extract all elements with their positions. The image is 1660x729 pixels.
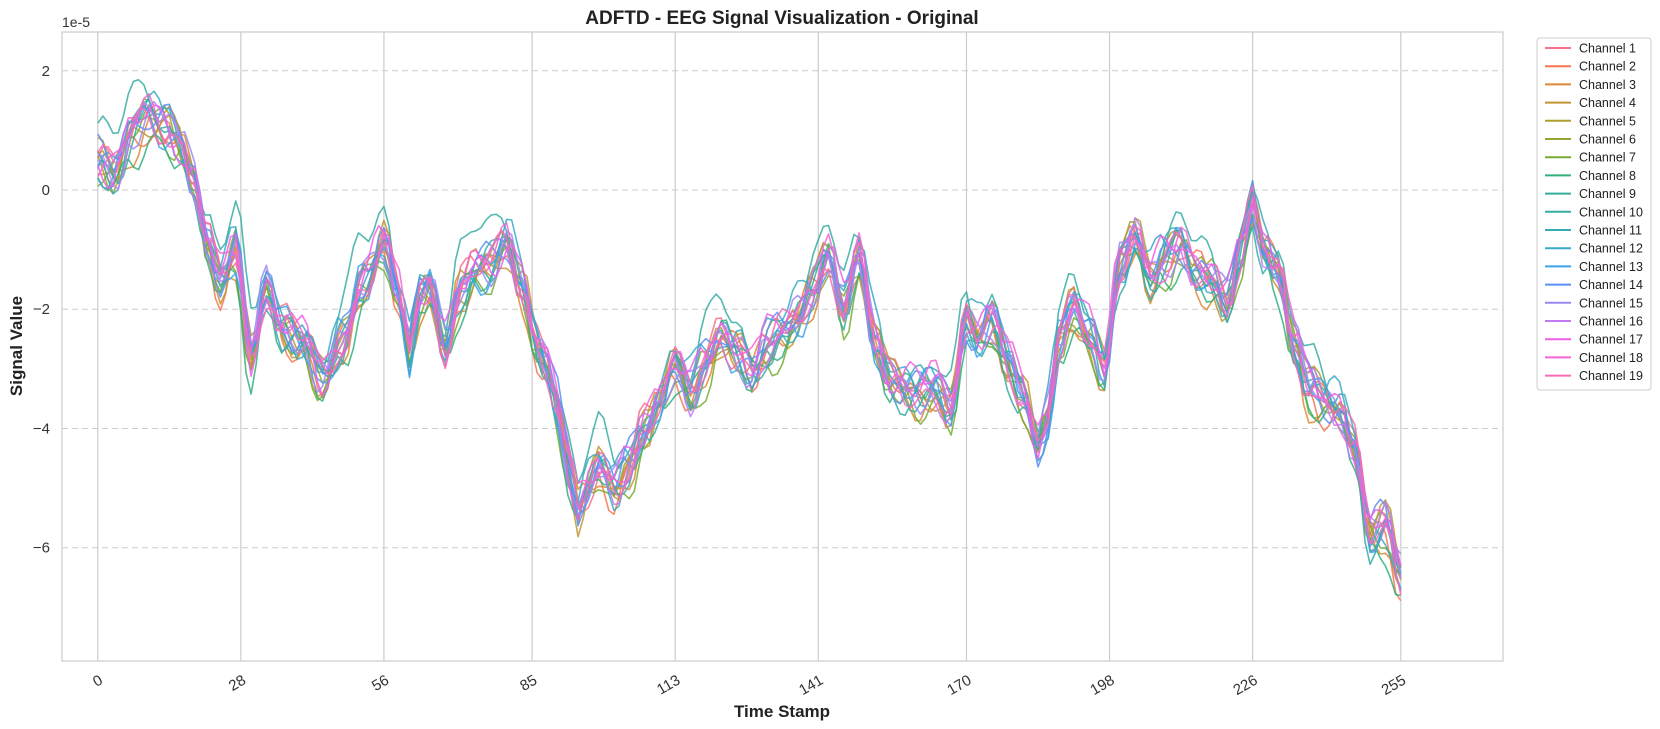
legend-label: Channel 17 xyxy=(1579,333,1643,347)
legend-label: Channel 18 xyxy=(1579,351,1643,365)
x-tick-label: 141 xyxy=(796,672,826,699)
legend-label: Channel 8 xyxy=(1579,169,1636,183)
y-tick-label: −4 xyxy=(33,420,50,437)
legend-label: Channel 5 xyxy=(1579,114,1636,128)
legend-label: Channel 6 xyxy=(1579,133,1636,147)
legend-label: Channel 11 xyxy=(1579,224,1642,238)
y-tick-label: −6 xyxy=(33,540,50,557)
legend-label: Channel 9 xyxy=(1579,187,1636,201)
series-line xyxy=(97,100,1402,555)
x-tick-label: 56 xyxy=(369,672,392,695)
x-tick-label: 170 xyxy=(944,672,974,699)
legend-label: Channel 3 xyxy=(1579,78,1636,92)
x-tick-label: 113 xyxy=(654,672,683,699)
y-tick-label: −2 xyxy=(33,301,50,318)
y-tick-label: 2 xyxy=(42,63,50,80)
x-tick-label: 198 xyxy=(1087,672,1117,699)
x-tick-label: 226 xyxy=(1230,672,1260,699)
legend-label: Channel 7 xyxy=(1579,151,1636,165)
legend: Channel 1 Channel 2 Channel 3 Channel 4 Chan… xyxy=(1536,37,1652,391)
series-lines xyxy=(97,79,1402,602)
legend-label: Channel 10 xyxy=(1579,205,1643,219)
chart-title: ADFTD - EEG Signal Visualization - Origi… xyxy=(585,8,978,29)
series-line xyxy=(97,93,1402,566)
y-axis-label: Signal Value xyxy=(7,296,26,396)
series-line xyxy=(97,107,1402,595)
legend-label: Channel 12 xyxy=(1579,242,1643,256)
x-tick-label: 0 xyxy=(90,672,106,691)
legend-label: Channel 4 xyxy=(1579,96,1636,110)
legend-label: Channel 14 xyxy=(1579,278,1643,292)
y-offset-label: 1e-5 xyxy=(62,14,90,30)
grid xyxy=(62,32,1503,661)
series-line xyxy=(97,103,1402,592)
legend-label: Channel 19 xyxy=(1579,369,1643,383)
x-tick-label: 28 xyxy=(226,672,249,695)
x-axis-label: Time Stamp xyxy=(734,702,830,721)
legend-label: Channel 13 xyxy=(1579,260,1643,274)
legend-label: Channel 15 xyxy=(1579,296,1643,310)
legend-label: Channel 16 xyxy=(1579,315,1643,329)
legend-label: Channel 1 xyxy=(1579,42,1636,56)
y-tick-label: 0 xyxy=(42,182,50,199)
x-tick-label: 85 xyxy=(517,672,540,695)
x-tick-label: 255 xyxy=(1379,672,1409,699)
legend-label: Channel 2 xyxy=(1579,60,1636,74)
